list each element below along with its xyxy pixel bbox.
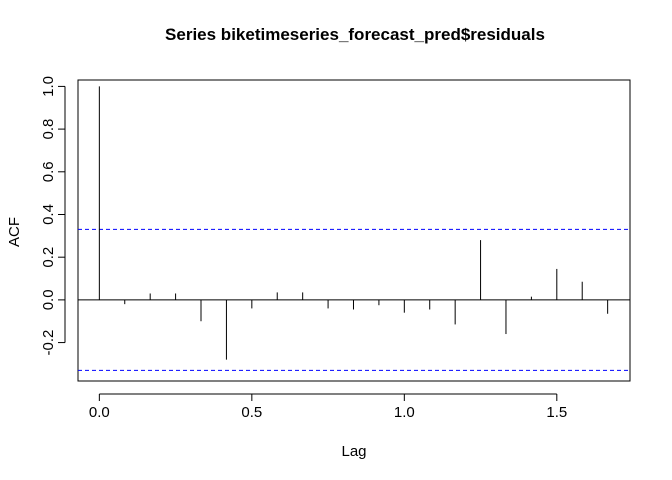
confidence-bounds [78,228,630,371]
x-tick-label: 0.5 [241,404,262,421]
y-tick-label: 0.4 [40,204,57,225]
y-axis: -0.2 0.0 0.2 0.4 0.6 0.8 1.0 [40,76,66,356]
chart-title: Series biketimeseries_forecast_pred$resi… [165,25,545,44]
y-axis-label: ACF [6,217,23,247]
y-tick-label: 0.0 [40,289,57,310]
x-axis: 0.0 0.5 1.0 1.5 [89,393,567,421]
y-tick-label: 0.8 [40,119,57,140]
x-tick-label: 1.0 [394,404,415,421]
y-tick-label: 0.6 [40,161,57,182]
y-tick-label: 1.0 [40,76,57,97]
acf-spikes [98,86,609,360]
y-tick-label: -0.2 [40,330,57,356]
x-tick-label: 1.5 [546,404,567,421]
y-tick-label: 0.2 [40,247,57,268]
x-tick-label: 0.0 [89,404,110,421]
plot-frame [77,79,631,382]
x-axis-label: Lag [341,443,366,460]
